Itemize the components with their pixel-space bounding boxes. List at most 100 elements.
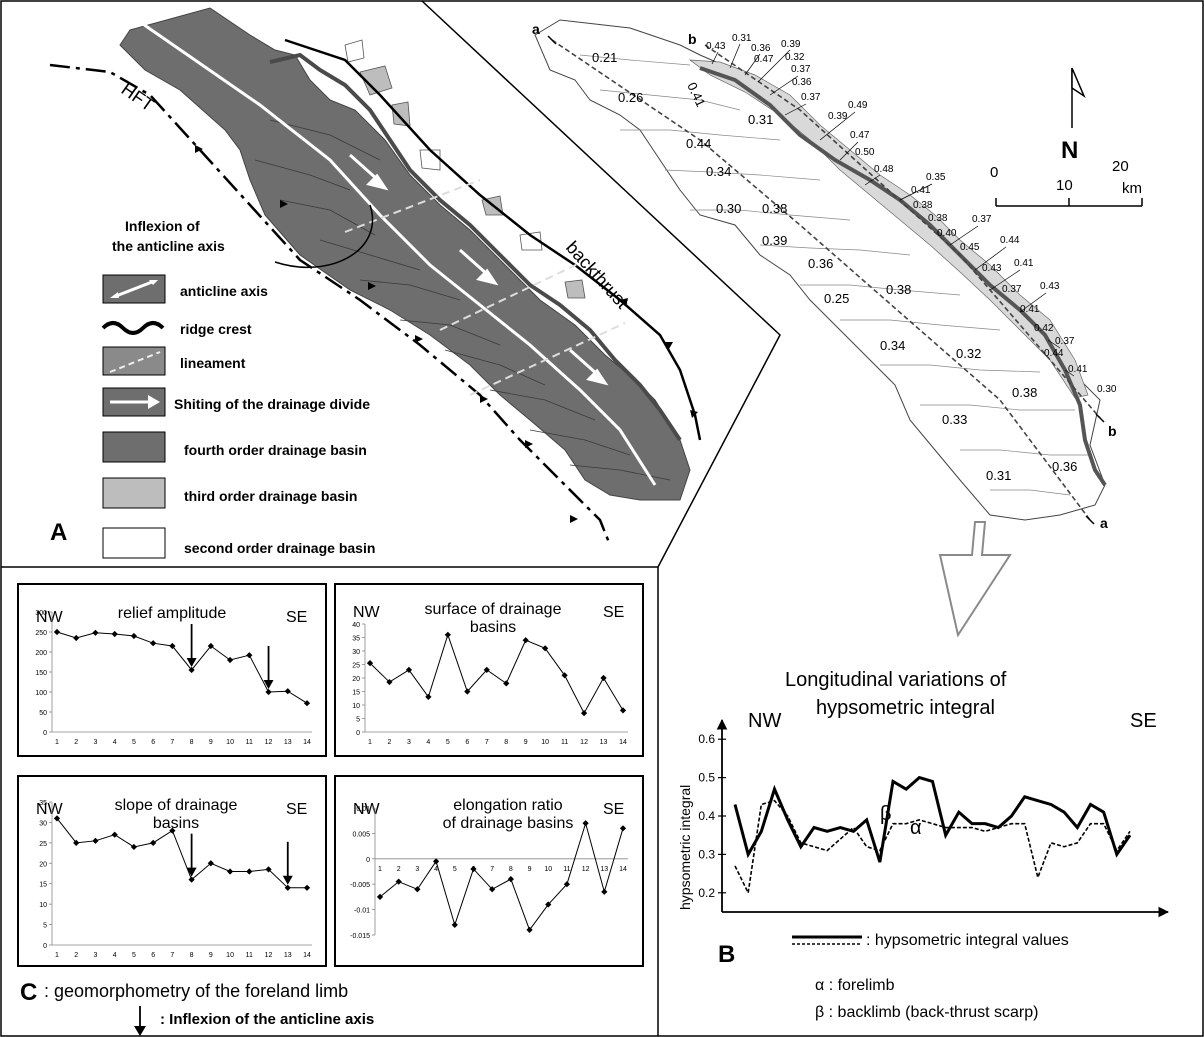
scale-tick-10: 10 [1056,177,1073,194]
hft-label: HFT [118,79,158,115]
mini-chart-point [386,678,393,686]
map-value: 0.32 [956,346,981,361]
mini-chart-x-tick-label: 9 [524,739,528,746]
mini-chart-title: of drainage basins [443,815,574,832]
mini-chart-title: elongation ratio [453,797,563,814]
map-value: 0.32 [785,52,805,63]
legend-second-swatch [102,527,166,559]
profile-b-start: b [688,31,697,47]
mini-chart-x-tick-label: 13 [284,739,292,746]
mini-chart-x-tick-label: 4 [113,952,117,959]
map-value: 0.41 [1020,304,1040,315]
inflexion-label-line1: Inflexion of [125,218,200,234]
mini-chart-x-tick-label: 5 [132,952,136,959]
mini-chart-point [601,888,608,895]
mini-chart-x-tick-label: 9 [209,739,213,746]
mini-chart-point [522,637,529,644]
mini-chart-y-tick-label: 10 [352,703,360,710]
beta-marker: β [880,803,892,825]
mini-chart-y-tick-label: 35 [352,636,360,643]
mini-chart-inflexion-arrowhead [186,867,197,877]
map-value: 0.48 [874,164,894,175]
mini-chart-point [366,660,374,667]
lineaments [344,179,626,396]
panel-c-letter: C [20,979,37,1006]
map-value: 0.36 [792,77,812,88]
mini-chart-nw: NW [36,801,64,818]
mini-chart-y-tick-label: 0.01 [356,806,370,813]
legend-fourth-swatch [102,431,166,463]
map-value: 0.31 [986,468,1011,483]
mini-chart-x-tick-label: 13 [284,952,292,959]
legend-anticline-label: anticline axis [180,283,268,299]
map-value: 0.38 [913,200,933,211]
mini-chart-x-tick-label: 8 [190,739,194,746]
mini-chart-frame [334,775,644,967]
mini-chart-y-tick-label: 150 [35,670,47,677]
mini-chart-title: slope of drainage [115,797,238,814]
map-value: 0.43 [706,41,726,52]
mini-chart-se: SE [603,604,624,621]
mini-chart-x-tick-label: 13 [600,866,608,873]
map-value: 0.44 [1044,348,1064,359]
mini-chart-point [503,680,510,687]
backthrust-fault [284,38,702,441]
map-third-order-strip [688,59,1089,399]
hyp-y-tick-label: 0.5 [698,771,715,785]
mini-chart-x-tick-label: 9 [528,866,532,873]
map-value: 0.21 [592,50,617,65]
mini-chart-y-tick-label: 15 [352,690,360,697]
mini-chart-title: surface of drainage [425,601,562,618]
mini-chart-x-tick-label: 7 [170,952,174,959]
mini-chart-point [580,709,588,717]
mini-chart-y-tick-label: 20 [39,861,47,868]
mini-chart-point [582,820,589,827]
mini-chart-point [507,876,514,883]
mini-chart-y-tick-label: 40 [352,622,360,629]
mini-chart-inflexion-arrowhead [263,680,274,689]
mini-chart-x-tick-label: 2 [388,739,392,746]
ridge-crest [269,52,682,442]
panel-b: Longitudinal variations of hypsometric i… [677,669,1170,1021]
mini-chart-title: basins [470,619,516,636]
north-arrow: N [1061,67,1086,164]
mini-chart-point [600,674,607,682]
mini-chart-x-tick-label: 12 [582,866,590,873]
mini-chart-x-tick-label: 8 [504,739,508,746]
hft-fault [49,63,612,546]
scale-tick-20: 20 [1112,158,1129,175]
map-small-values: 0.43 0.31 0.36 0.39 0.47 0.32 0.37 0.36 … [706,33,1117,395]
map-value: 0.38 [928,213,948,224]
map-big-values: 0.21 0.26 0.41 0.31 0.44 0.34 0.30 0.38 … [592,50,1077,483]
mini-chart-y-tick-label: 100 [35,690,47,697]
mini-chart-x-tick-label: 4 [426,739,430,746]
mini-chart-x-tick-label: 12 [580,739,588,746]
mini-chart-x-tick-label: 2 [397,866,401,873]
scale-tick-0: 0 [990,164,998,181]
mini-chart-x-tick-label: 11 [561,739,568,746]
mini-chart-point [526,926,533,934]
map-value: 0.43 [982,263,1002,274]
hft-teeth [195,145,578,523]
map-value: 0.35 [926,172,946,183]
mini-chart-se: SE [286,801,307,818]
mini-chart-y-tick-label: 20 [352,676,360,683]
mini-chart-se: SE [603,801,624,818]
mini-chart-x-tick-label: 6 [151,952,155,959]
mini-chart-x-tick-label: 1 [368,739,372,746]
mini-chart-point [561,672,568,679]
mini-chart-x-tick-label: 12 [265,739,273,746]
map-value: 0.31 [748,112,773,127]
map-value: 0.45 [960,242,980,253]
mini-chart-x-tick-label: 14 [619,866,627,873]
mini-chart-y-tick-label: 5 [356,717,360,724]
map-value: 0.25 [824,291,849,306]
mini-chart-x-tick-label: 1 [378,866,382,873]
legend-ridge-label: ridge crest [180,321,252,337]
mini-chart-y-tick-label: 30 [39,820,47,827]
map-value: 0.37 [1055,336,1075,347]
mini-chart-series-line [379,821,624,931]
panel-b-ylabel: hypsometric integral [677,785,693,910]
